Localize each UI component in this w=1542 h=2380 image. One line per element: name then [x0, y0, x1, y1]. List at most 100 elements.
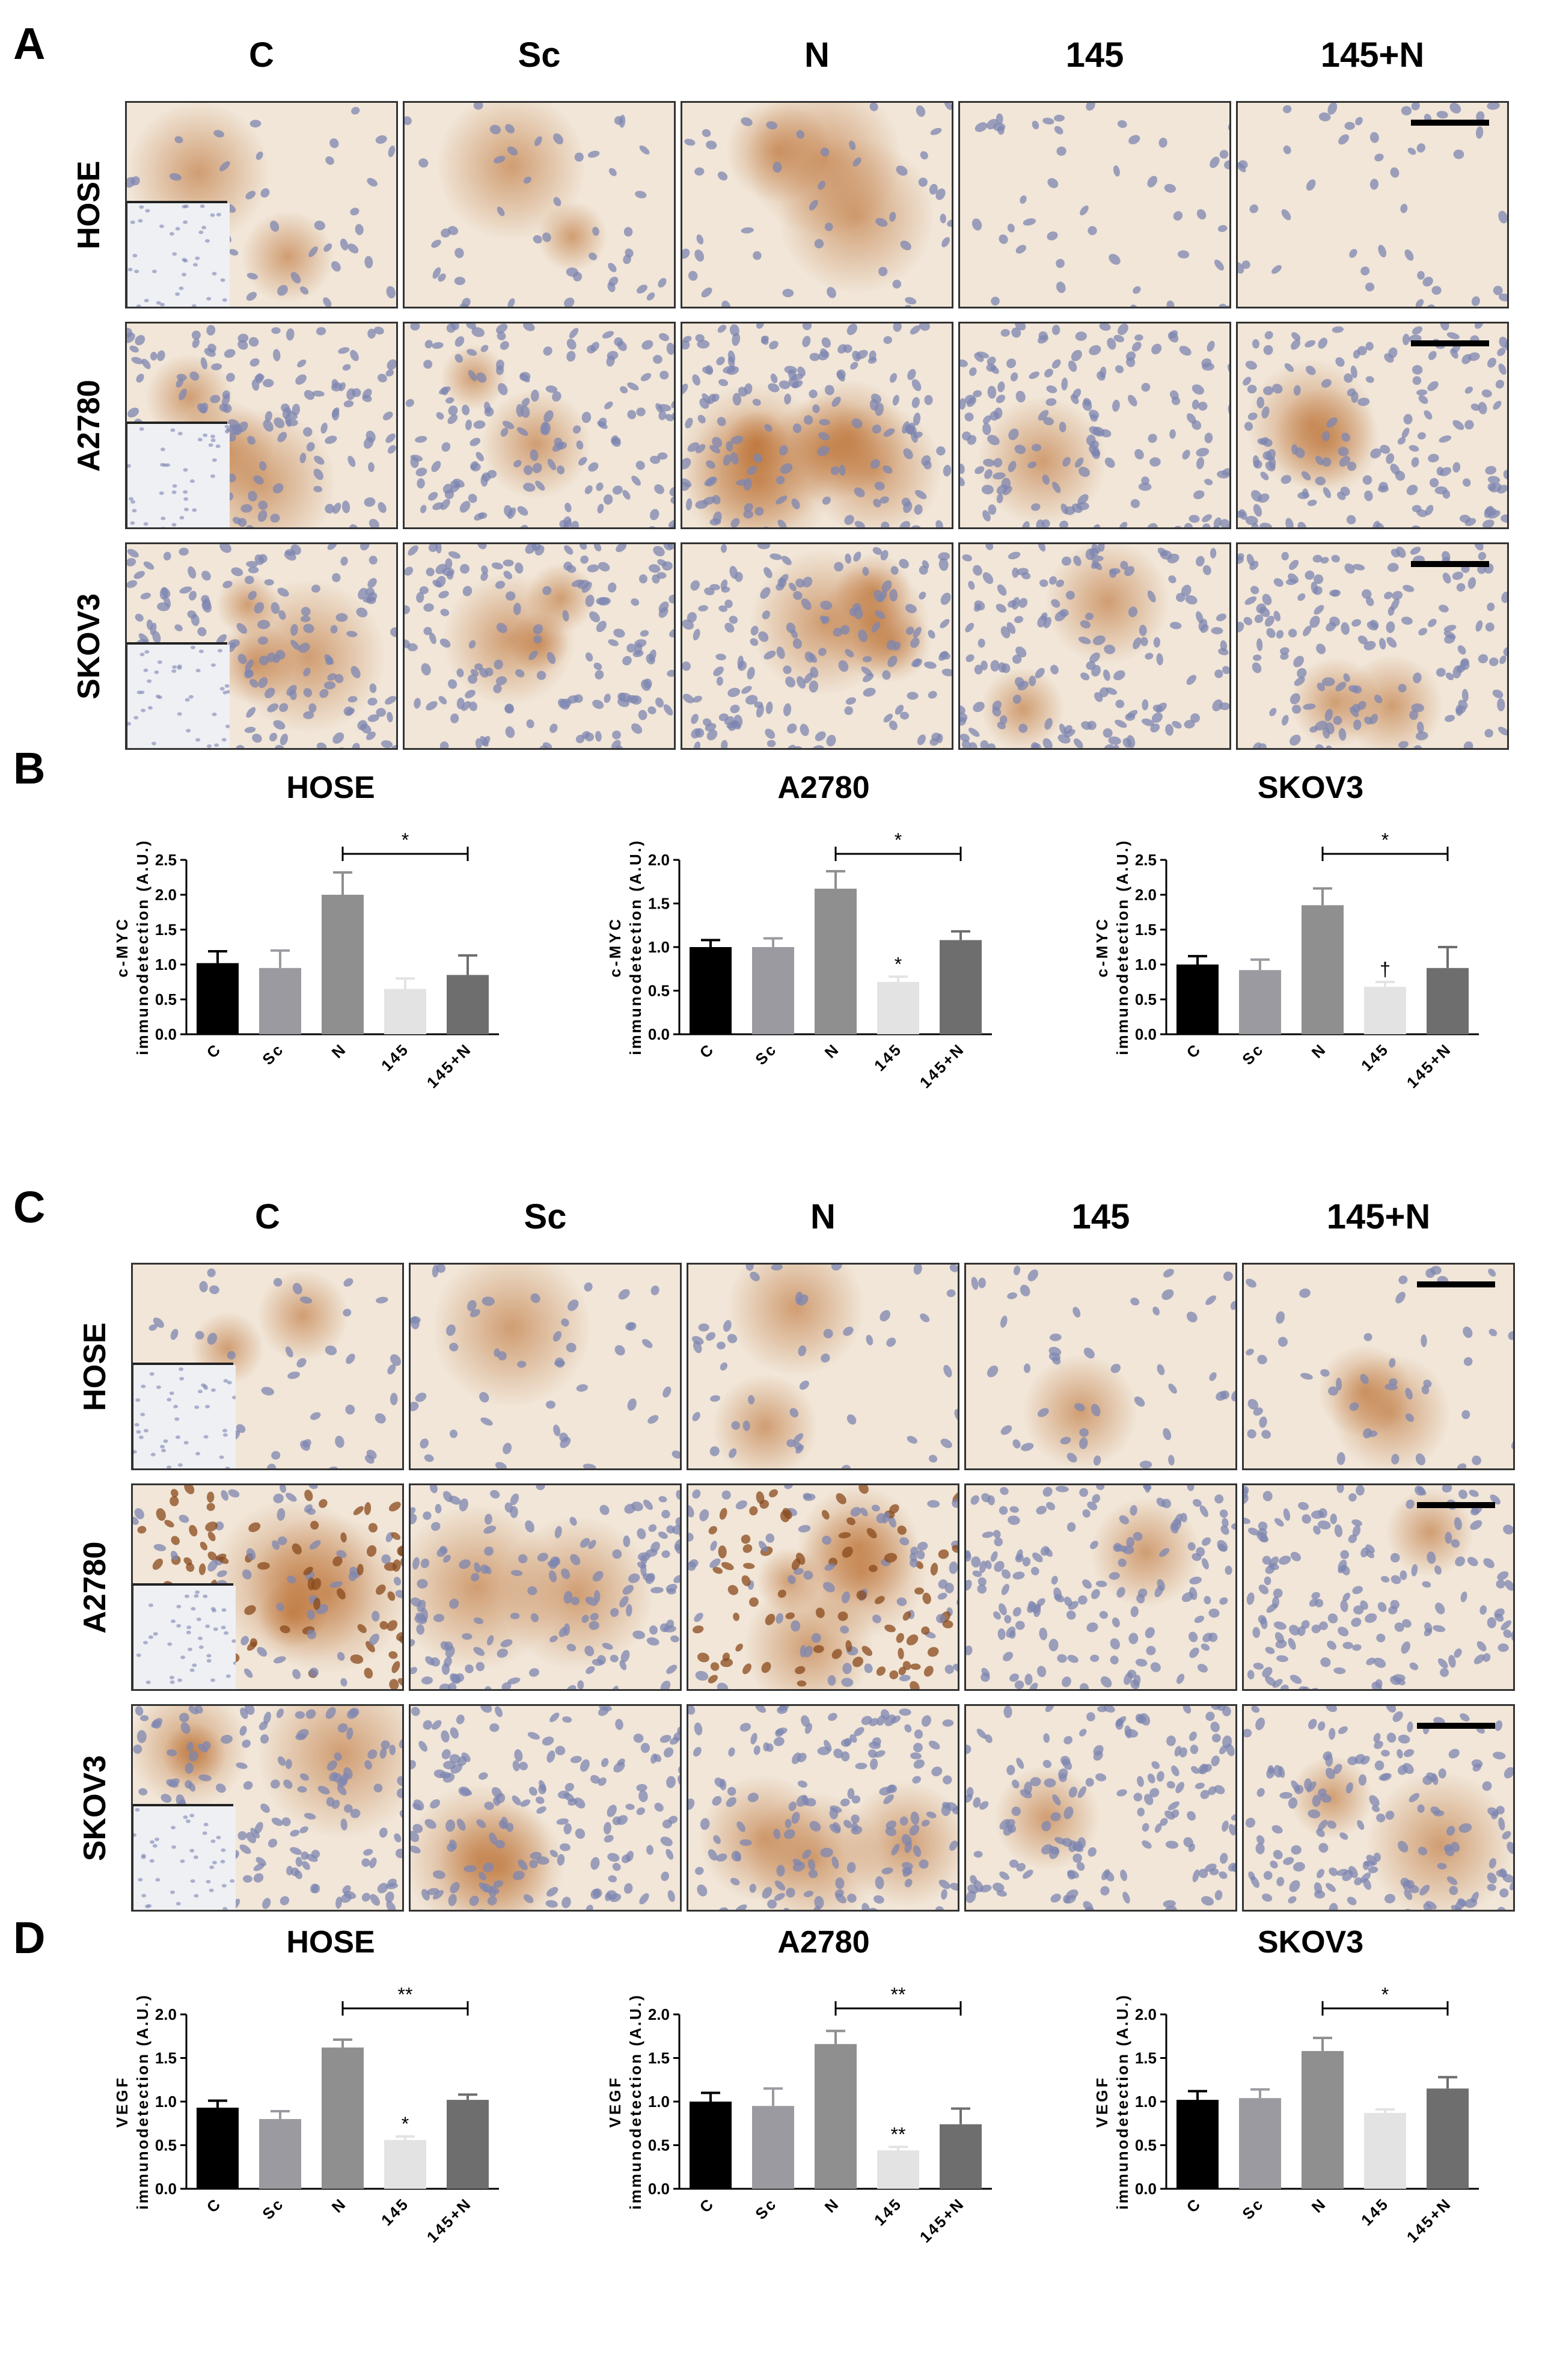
bar: [752, 2106, 794, 2189]
c-myc-micrograph: [1236, 101, 1509, 308]
vegf-scale-bar: [1417, 1502, 1495, 1508]
significance-label: *: [402, 829, 409, 851]
vegf-scale-bar: [1417, 1723, 1495, 1729]
x-tick-label: C: [203, 2194, 225, 2216]
x-tick-label: C: [1183, 1040, 1205, 1062]
y-tick-label: 0.0: [648, 1025, 670, 1043]
c-myc-row-header: A2780: [72, 379, 106, 472]
y-axis-label: c-MYC: [113, 917, 131, 978]
y-tick-label: 1.0: [1135, 2093, 1157, 2111]
vegf-column-header: 145: [1071, 1197, 1130, 1236]
vegf-column-header: Sc: [524, 1197, 567, 1236]
vegf-micrograph: [687, 1704, 959, 1912]
c-myc-column-header: C: [249, 35, 274, 75]
y-axis-label: c-MYC: [1093, 917, 1111, 978]
vegf-micrograph: [131, 1483, 404, 1691]
y-tick-label: 1.0: [155, 955, 177, 974]
y-axis-label: VEGF: [1093, 2076, 1111, 2128]
vegf-row-header: HOSE: [78, 1322, 112, 1411]
y-tick-label: 2.0: [155, 2005, 177, 2023]
x-tick-label: 145+N: [423, 1040, 476, 1092]
x-tick-label: 145: [1357, 2194, 1392, 2229]
vegf-negative-control-inset: [133, 1363, 236, 1468]
y-tick-label: 2.5: [1135, 851, 1157, 869]
y-tick-label: 2.0: [648, 2005, 670, 2023]
bar: [940, 940, 982, 1034]
chart-title: A2780: [777, 770, 870, 805]
vegf-micrograph: [1242, 1483, 1515, 1691]
chart-title: HOSE: [286, 770, 375, 805]
x-tick-label: C: [203, 1040, 225, 1062]
c-myc-micrograph: [1236, 542, 1509, 750]
bar: [384, 2139, 426, 2189]
vegf-row-header: A2780: [78, 1541, 112, 1634]
bar: [1239, 2098, 1281, 2189]
y-axis-label: VEGF: [606, 2076, 624, 2128]
c-myc-negative-control-inset: [127, 201, 230, 307]
x-tick-label: N: [328, 1040, 350, 1062]
x-tick-label: 145+N: [916, 1040, 968, 1092]
y-tick-label: 0.5: [1135, 2136, 1157, 2155]
c-myc-negative-control-inset: [127, 422, 230, 527]
x-tick-label: N: [328, 2194, 350, 2216]
chart-title: A2780: [777, 1925, 870, 1960]
vegf-micrograph: [1242, 1704, 1515, 1912]
x-tick-label: 145: [378, 2194, 412, 2229]
significance-label: *: [1381, 829, 1389, 851]
bar: [877, 2150, 919, 2189]
c-myc-scale-bar: [1411, 340, 1489, 346]
significance-label: **: [891, 1984, 906, 2005]
y-tick-label: 0.5: [155, 2136, 177, 2155]
c-myc-micrograph: [681, 542, 953, 750]
y-tick-label: 0.5: [648, 982, 670, 1000]
y-tick-label: 2.0: [1135, 2005, 1157, 2023]
y-tick-label: 1.5: [155, 2049, 177, 2067]
c-myc-column-header: Sc: [518, 35, 561, 75]
vegf-micrograph: [687, 1483, 959, 1691]
y-axis-label: immunodetection (A.U.): [133, 1993, 151, 2209]
bar: [197, 963, 239, 1034]
vegf-micrograph: [131, 1704, 404, 1912]
c-myc-micrograph: [681, 101, 953, 308]
vegf-micrograph: [964, 1483, 1237, 1691]
y-tick-label: 1.5: [1135, 921, 1157, 939]
bar: [1176, 965, 1219, 1034]
bar: [259, 968, 301, 1034]
significance-label: **: [398, 1984, 413, 2005]
bar-chart: HOSE VEGF immunodetection (A.U.) 0.0 0.5 1.0 1…: [96, 1924, 553, 2297]
x-tick-label: N: [1308, 2194, 1330, 2216]
chart-title: SKOV3: [1257, 1925, 1364, 1960]
significance-mark: **: [891, 2123, 906, 2145]
c-myc-row-header: SKOV3: [72, 593, 106, 699]
x-tick-label: 145: [870, 2194, 905, 2229]
x-tick-label: N: [821, 2194, 843, 2216]
y-tick-label: 1.5: [1135, 2049, 1157, 2067]
c-myc-micrograph: [125, 101, 398, 308]
x-tick-label: 145+N: [916, 2194, 968, 2247]
c-myc-micrograph: [125, 322, 398, 529]
vegf-micrograph: [687, 1263, 959, 1470]
x-tick-label: Sc: [259, 1040, 287, 1069]
y-tick-label: 0.5: [1135, 990, 1157, 1008]
x-tick-label: 145+N: [1403, 1040, 1455, 1092]
x-tick-label: C: [696, 2194, 718, 2216]
c-myc-column-header: N: [804, 35, 830, 75]
chart-title: SKOV3: [1257, 770, 1364, 805]
vegf-column-header: N: [810, 1197, 836, 1236]
c-myc-micrograph: [1236, 322, 1509, 529]
vegf-column-header: C: [255, 1197, 280, 1236]
vegf-micrograph: [1242, 1263, 1515, 1470]
bar-chart: SKOV3 c-MYC immunodetection (A.U.) 0.0 0.5 1.…: [1076, 770, 1533, 1142]
c-myc-column-header: 145+N: [1320, 35, 1425, 75]
bar: [197, 2108, 239, 2189]
y-tick-label: 0.0: [1135, 1025, 1157, 1043]
bar: [1176, 2100, 1219, 2189]
x-tick-label: Sc: [751, 1040, 780, 1069]
y-tick-label: 2.0: [1135, 886, 1157, 904]
c-myc-micrograph: [958, 101, 1231, 308]
vegf-micrograph: [409, 1263, 682, 1470]
x-tick-label: 145+N: [423, 2194, 476, 2247]
y-axis-label: immunodetection (A.U.): [1113, 1993, 1131, 2209]
bar: [877, 982, 919, 1034]
c-myc-scale-bar: [1411, 120, 1489, 126]
